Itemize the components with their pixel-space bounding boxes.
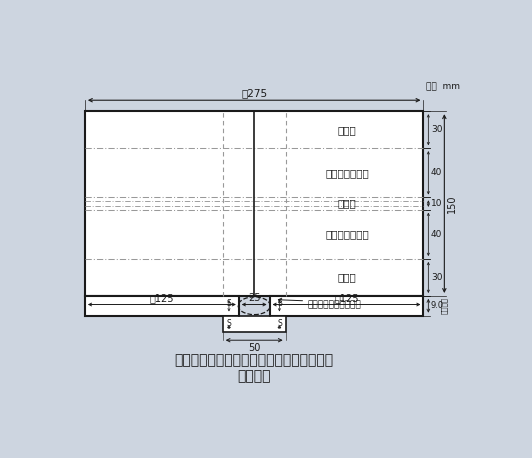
Text: 25: 25 [248, 293, 261, 303]
Text: 約125: 約125 [149, 293, 174, 303]
Text: 単位  mm: 単位 mm [426, 82, 460, 92]
Text: S: S [227, 299, 231, 308]
Text: 削除部: 削除部 [338, 125, 356, 135]
Text: 削除部: 削除部 [338, 199, 356, 208]
Text: 40: 40 [431, 230, 442, 239]
Text: 下向溶接で充填する。: 下向溶接で充填する。 [307, 301, 361, 310]
Text: 約125: 約125 [334, 293, 359, 303]
Text: 10: 10 [431, 199, 442, 208]
Text: 9.0: 9.0 [431, 301, 444, 310]
Text: 被覆アーク溶接の試験材の形状および寸法: 被覆アーク溶接の試験材の形状および寸法 [174, 353, 334, 367]
Text: 裏曲げ　試験片: 裏曲げ 試験片 [325, 168, 369, 178]
Text: 削除部: 削除部 [338, 273, 356, 283]
Text: 40: 40 [431, 169, 442, 177]
Text: 150: 150 [447, 194, 457, 213]
Text: 50: 50 [248, 343, 260, 353]
Text: （手棒）: （手棒） [237, 369, 271, 383]
Bar [270, 296, 423, 316]
Text: S: S [277, 319, 282, 328]
Text: 30: 30 [431, 273, 442, 282]
Text: S: S [277, 299, 282, 308]
Text: 約275: 約275 [241, 88, 267, 98]
Text: 30: 30 [431, 125, 442, 134]
Text: S: S [227, 319, 231, 328]
Bar [223, 316, 286, 332]
Text: （厚さ）: （厚さ） [440, 297, 447, 314]
Text: 裏曲げ　試験片: 裏曲げ 試験片 [325, 229, 369, 240]
Bar [85, 296, 239, 316]
Bar [85, 111, 423, 296]
